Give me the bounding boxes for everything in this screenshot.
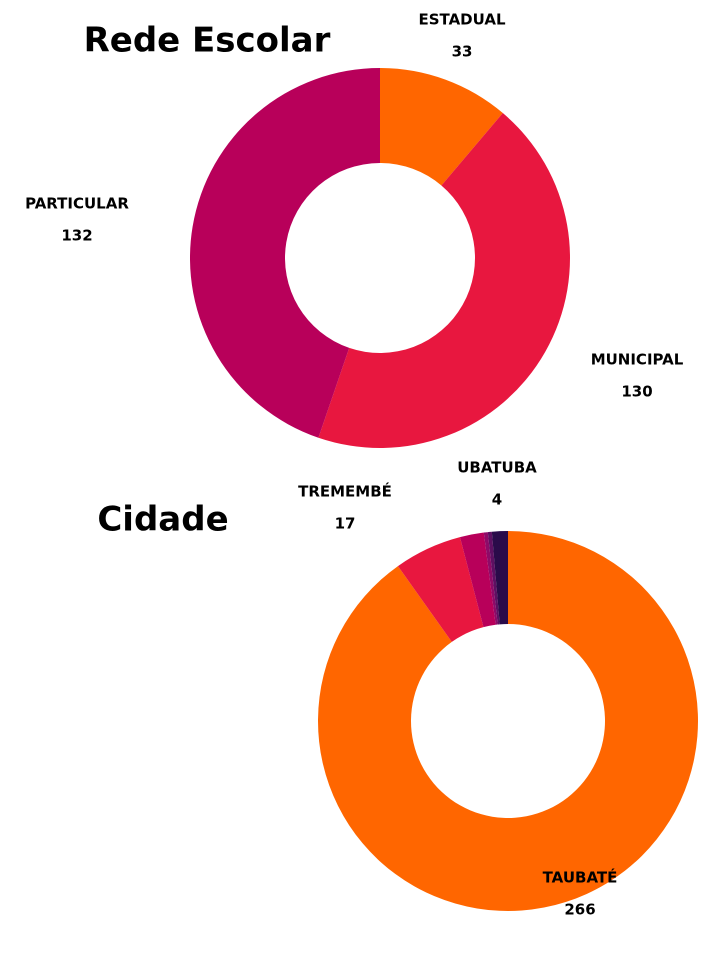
donut-slice — [459, 532, 496, 628]
slice-label: TREMEMBÉ — [298, 482, 392, 501]
slice-label: UBATUBA — [457, 459, 537, 477]
donut-slice — [483, 532, 498, 625]
chart-title: Cidade — [97, 500, 228, 540]
slice-label: PARTICULAR — [25, 195, 129, 213]
slice-value: 4 — [492, 491, 502, 509]
slice-value: 33 — [452, 43, 473, 61]
slice-value: 266 — [564, 901, 595, 919]
slice-label: TAUBATÉ — [543, 868, 618, 887]
donut-slice — [491, 531, 508, 625]
slice-value: 17 — [335, 515, 356, 533]
donut-slice — [380, 68, 503, 186]
donut-slice — [487, 531, 500, 625]
slice-label: MUNICIPAL — [591, 351, 684, 369]
chart-title: Rede Escolar — [84, 21, 331, 61]
donut-slice — [318, 531, 699, 911]
slice-label: ESTADUAL — [418, 11, 506, 29]
donut-slice — [318, 113, 570, 449]
slice-value: 132 — [61, 227, 92, 245]
donut-slice — [397, 537, 484, 642]
donut-slice — [189, 68, 380, 438]
slice-value: 130 — [621, 383, 652, 401]
